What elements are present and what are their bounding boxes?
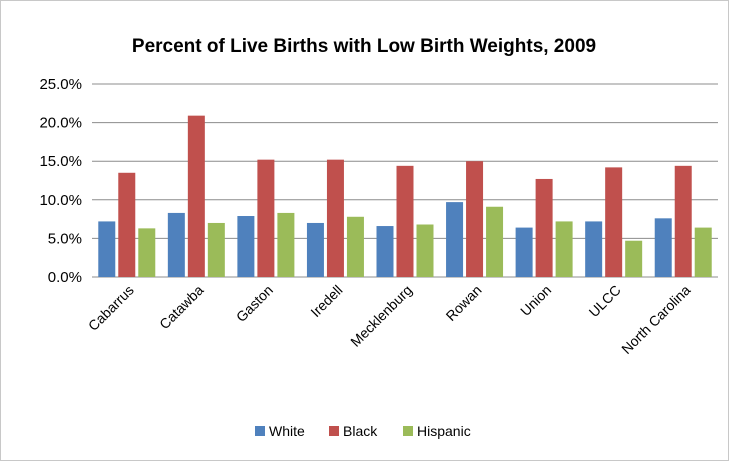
bar-black-ulcc [605, 167, 623, 277]
legend-swatch-hispanic [403, 426, 413, 436]
legend-label-white: White [269, 423, 305, 439]
bar-black-cabarrus [118, 172, 136, 277]
x-tick-label: Gaston [233, 282, 276, 325]
bar-black-rowan [466, 161, 484, 277]
y-tick-label: 10.0% [39, 192, 82, 209]
y-tick-label: 25.0% [39, 76, 82, 93]
bar-hispanic-ulcc [625, 240, 643, 277]
bar-white-cabarrus [98, 221, 116, 277]
bar-white-gaston [237, 216, 255, 277]
bar-white-mecklenburg [376, 226, 394, 277]
bar-white-north-carolina [654, 218, 672, 277]
bar-hispanic-north-carolina [694, 227, 712, 277]
x-tick-label: Iredell [307, 282, 345, 320]
bar-white-rowan [446, 202, 464, 277]
y-tick-label: 15.0% [39, 153, 82, 170]
bar-hispanic-cabarrus [138, 228, 156, 277]
bar-hispanic-union [555, 221, 573, 277]
x-tick-label: ULCC [586, 282, 624, 320]
bar-hispanic-mecklenburg [416, 224, 434, 277]
bar-black-union [535, 178, 553, 277]
x-tick-label: Union [517, 282, 554, 319]
y-tick-label: 0.0% [48, 269, 82, 286]
legend-swatch-white [255, 426, 265, 436]
bar-hispanic-iredell [346, 216, 364, 277]
bar-white-catawba [167, 212, 185, 277]
bar-black-mecklenburg [396, 165, 414, 277]
bar-black-catawba [187, 115, 205, 277]
bar-black-iredell [326, 159, 344, 277]
bar-white-union [515, 227, 533, 277]
x-axis-labels: Cabarrus Catawba Gaston Iredell Mecklenburg R… [85, 282, 694, 357]
bar-white-ulcc [585, 221, 603, 277]
chart-title: Percent of Live Births with Low Birth We… [132, 36, 596, 57]
x-tick-label: Mecklenburg [347, 282, 415, 350]
bar-black-north-carolina [674, 165, 692, 277]
x-tick-label: North Carolina [618, 282, 693, 357]
y-axis-ticks: 0.0% 5.0% 10.0% 15.0% 20.0% 25.0% [39, 76, 82, 286]
bar-hispanic-rowan [486, 206, 504, 277]
x-tick-label: Cabarrus [85, 282, 137, 334]
y-tick-label: 20.0% [39, 115, 82, 132]
legend-label-hispanic: Hispanic [417, 423, 471, 439]
bar-white-iredell [306, 222, 324, 277]
y-tick-label: 5.0% [48, 230, 82, 247]
bars [98, 115, 712, 277]
legend-label-black: Black [343, 423, 378, 439]
bar-hispanic-gaston [277, 212, 295, 277]
x-tick-label: Catawba [156, 282, 207, 333]
bar-black-gaston [257, 159, 275, 277]
x-tick-label: Rowan [443, 282, 485, 324]
legend: White Black Hispanic [255, 423, 471, 439]
legend-swatch-black [329, 426, 339, 436]
bar-hispanic-catawba [207, 222, 225, 277]
